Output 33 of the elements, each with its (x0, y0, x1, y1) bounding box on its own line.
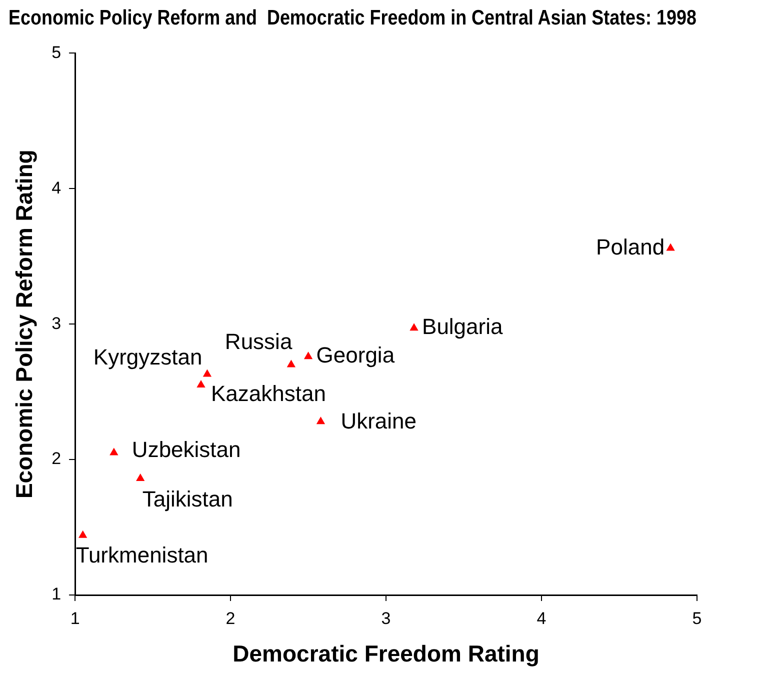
point (304, 352, 312, 360)
point (316, 417, 325, 424)
y-tick-label: 2 (52, 449, 62, 468)
annotation: Bulgaria (422, 314, 504, 340)
annotation: Ukraine (340, 408, 417, 434)
point (287, 360, 296, 368)
chart-title: Economic Policy Reform and Democratic Freedom in Central Asian States: 1998 (8, 6, 697, 30)
point (136, 474, 144, 482)
y-tick-label: 1 (52, 584, 62, 604)
annotation: Kyrgyzstan (93, 344, 202, 370)
annotation: Uzbekistan (132, 436, 241, 462)
x-tick-label: 3 (381, 608, 391, 628)
point (78, 530, 87, 538)
x-axis-title: Democratic Freedom Rating (232, 640, 540, 667)
x-tick-label: 1 (70, 608, 80, 628)
annotation: Tajikistan (142, 486, 233, 512)
annotation: Kazakhstan (211, 381, 326, 406)
x-tick-label: 2 (226, 608, 236, 628)
y-axis-title: Economic Policy Reform Rating (11, 150, 38, 499)
y-tick-label: 5 (52, 42, 62, 62)
y-tick-label: 3 (52, 314, 62, 333)
point (666, 244, 675, 251)
annotation: Russia (224, 328, 293, 354)
point (203, 370, 212, 377)
annotation: Georgia (316, 342, 396, 368)
annotation: Turkmenistan (76, 542, 208, 568)
point (410, 324, 418, 331)
annotation: Poland (596, 234, 665, 260)
x-tick-label: 5 (692, 608, 702, 628)
x-tick-label: 4 (536, 608, 546, 628)
point (110, 448, 118, 456)
y-tick-label: 4 (52, 178, 62, 198)
point (197, 380, 205, 388)
